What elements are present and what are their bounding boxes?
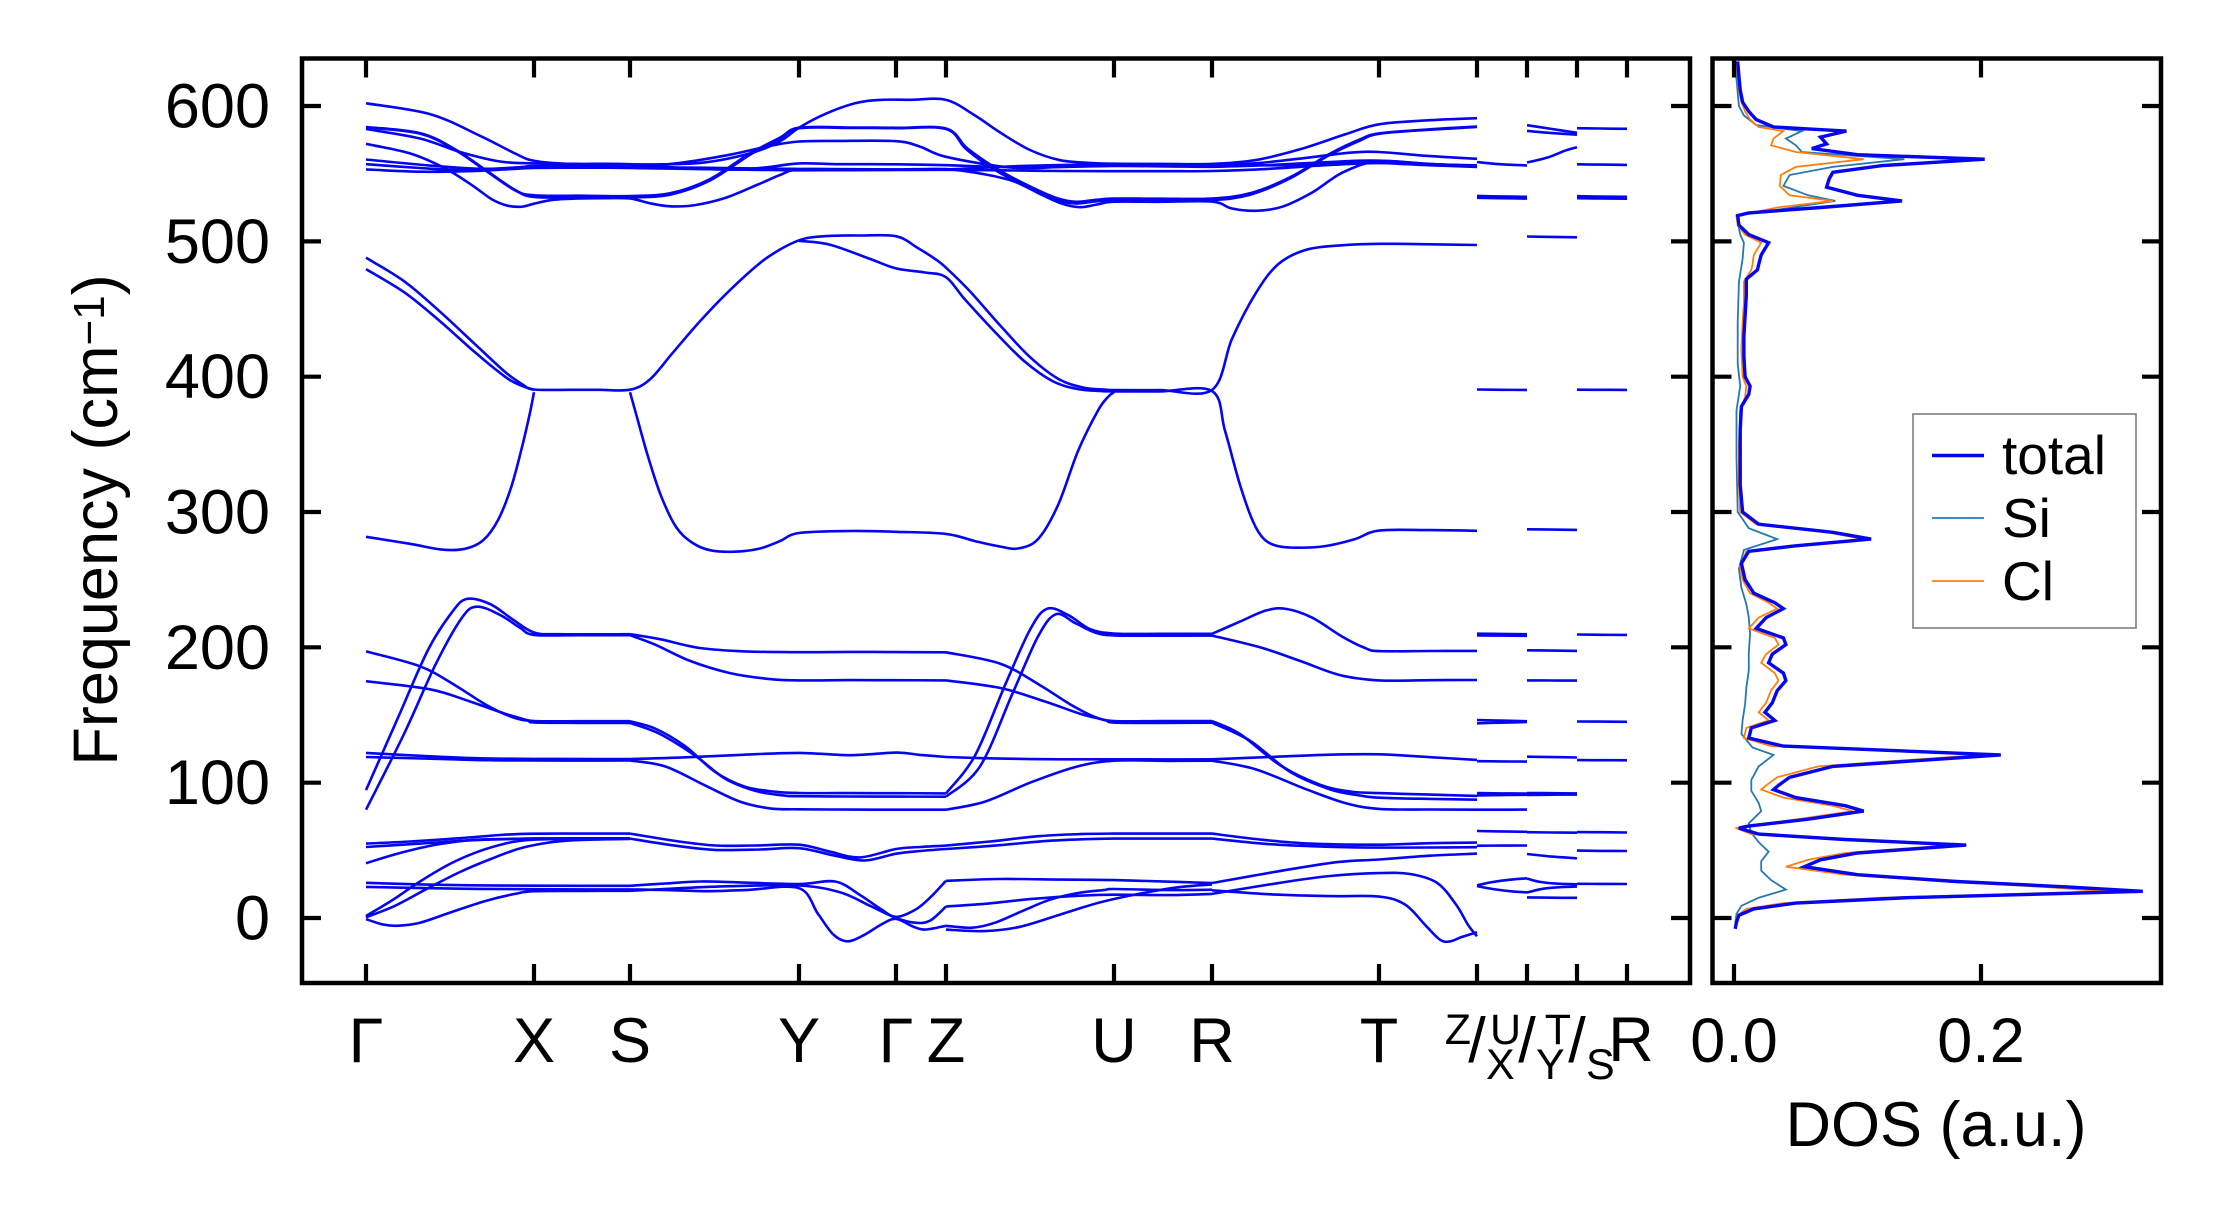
svg-text:400: 400	[165, 342, 270, 412]
svg-text:/: /	[1568, 1006, 1586, 1076]
svg-text:0: 0	[235, 884, 270, 954]
svg-text:Z: Z	[1445, 1006, 1471, 1054]
svg-text:X: X	[1486, 1041, 1515, 1089]
svg-text:S: S	[1586, 1041, 1615, 1089]
svg-text:100: 100	[165, 748, 270, 818]
svg-text:T: T	[1360, 1006, 1398, 1076]
svg-text:Frequency (cm−1): Frequency (cm−1)	[61, 274, 131, 765]
svg-text:Z: Z	[927, 1006, 965, 1076]
svg-text:U: U	[1490, 1006, 1521, 1054]
svg-text:/: /	[1468, 1006, 1486, 1076]
svg-text:500: 500	[165, 207, 270, 277]
svg-text:Y: Y	[778, 1006, 820, 1076]
svg-text:U: U	[1091, 1006, 1137, 1076]
svg-text:Cl: Cl	[2002, 550, 2054, 612]
svg-text:Γ: Γ	[879, 1006, 914, 1076]
svg-text:600: 600	[165, 72, 270, 142]
svg-text:200: 200	[165, 613, 270, 683]
svg-text:R: R	[1608, 1005, 1654, 1075]
svg-text:Γ: Γ	[349, 1006, 384, 1076]
svg-text:Y: Y	[1536, 1041, 1565, 1089]
svg-text:X: X	[513, 1006, 555, 1076]
svg-text:DOS (a.u.): DOS (a.u.)	[1785, 1090, 2086, 1160]
svg-text:T: T	[1545, 1006, 1571, 1054]
svg-text:S: S	[609, 1006, 651, 1076]
svg-text:300: 300	[165, 478, 270, 548]
svg-text:R: R	[1189, 1006, 1235, 1076]
svg-text:Si: Si	[2002, 487, 2051, 549]
svg-text:0.2: 0.2	[1937, 1006, 2025, 1076]
svg-text:/: /	[1518, 1006, 1536, 1076]
svg-text:total: total	[2002, 424, 2106, 486]
svg-text:0.0: 0.0	[1690, 1006, 1778, 1076]
